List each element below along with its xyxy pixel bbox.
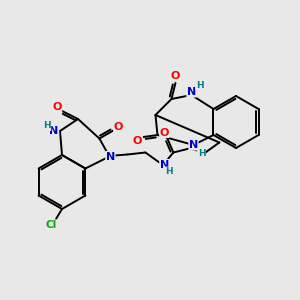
Text: O: O bbox=[133, 136, 142, 146]
Text: O: O bbox=[114, 122, 123, 131]
Text: N: N bbox=[50, 126, 58, 136]
Text: N: N bbox=[160, 160, 169, 170]
Text: N: N bbox=[187, 87, 196, 97]
Text: H: H bbox=[166, 167, 173, 176]
Text: O: O bbox=[160, 128, 169, 137]
Text: H: H bbox=[198, 148, 205, 158]
Text: H: H bbox=[196, 80, 203, 89]
Text: H: H bbox=[43, 122, 51, 130]
Text: O: O bbox=[171, 71, 180, 81]
Text: O: O bbox=[52, 102, 62, 112]
Text: Cl: Cl bbox=[45, 220, 57, 230]
Text: N: N bbox=[106, 152, 115, 161]
Text: N: N bbox=[189, 140, 198, 150]
